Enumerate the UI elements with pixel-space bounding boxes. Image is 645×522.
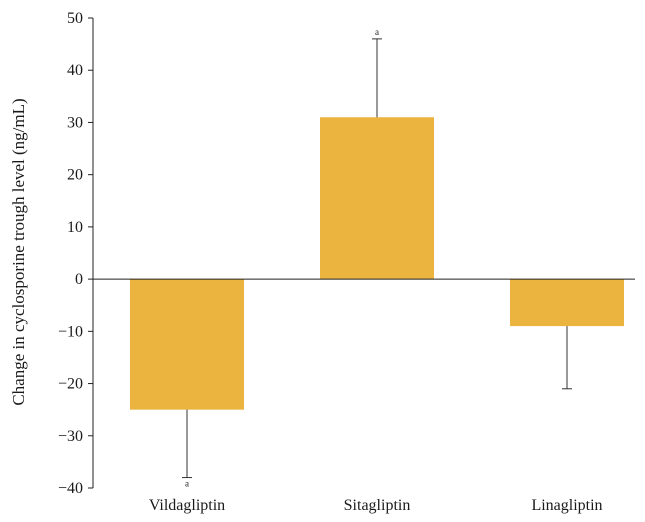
y-tick-label: 50 (67, 10, 83, 27)
y-tick-label: −20 (58, 376, 83, 393)
y-tick-label: 40 (67, 62, 83, 79)
significance-label-sitagliptin: a (375, 27, 379, 37)
y-tick-label: −40 (58, 480, 83, 497)
significance-label-vildagliptin: a (185, 479, 189, 489)
error-bars-layer: aa (182, 27, 572, 489)
axes-layer (88, 17, 635, 489)
y-tick-label: −10 (58, 323, 83, 340)
y-tick-label: 20 (67, 167, 83, 184)
y-tick-label: 0 (75, 271, 83, 288)
y-tick-label: 30 (67, 114, 83, 131)
x-tick-label-sitagliptin: Sitagliptin (344, 497, 411, 514)
tick-labels-layer: −40 −30 −20 −10 0 10 20 30 40 50 Vildagliptin Sitag… (58, 10, 603, 514)
x-tick-label-vildagliptin: Vildagliptin (149, 497, 225, 514)
y-axis-label: Change in cyclosporine trough level (ng/… (9, 98, 28, 405)
bars-layer (130, 117, 624, 410)
bar-linagliptin (510, 279, 624, 327)
x-tick-label-linagliptin: Linagliptin (531, 497, 602, 514)
y-tick-label: −30 (58, 428, 83, 445)
y-tick-label: 10 (67, 219, 83, 236)
bar-vildagliptin (130, 279, 244, 410)
bar-sitagliptin (320, 117, 434, 280)
